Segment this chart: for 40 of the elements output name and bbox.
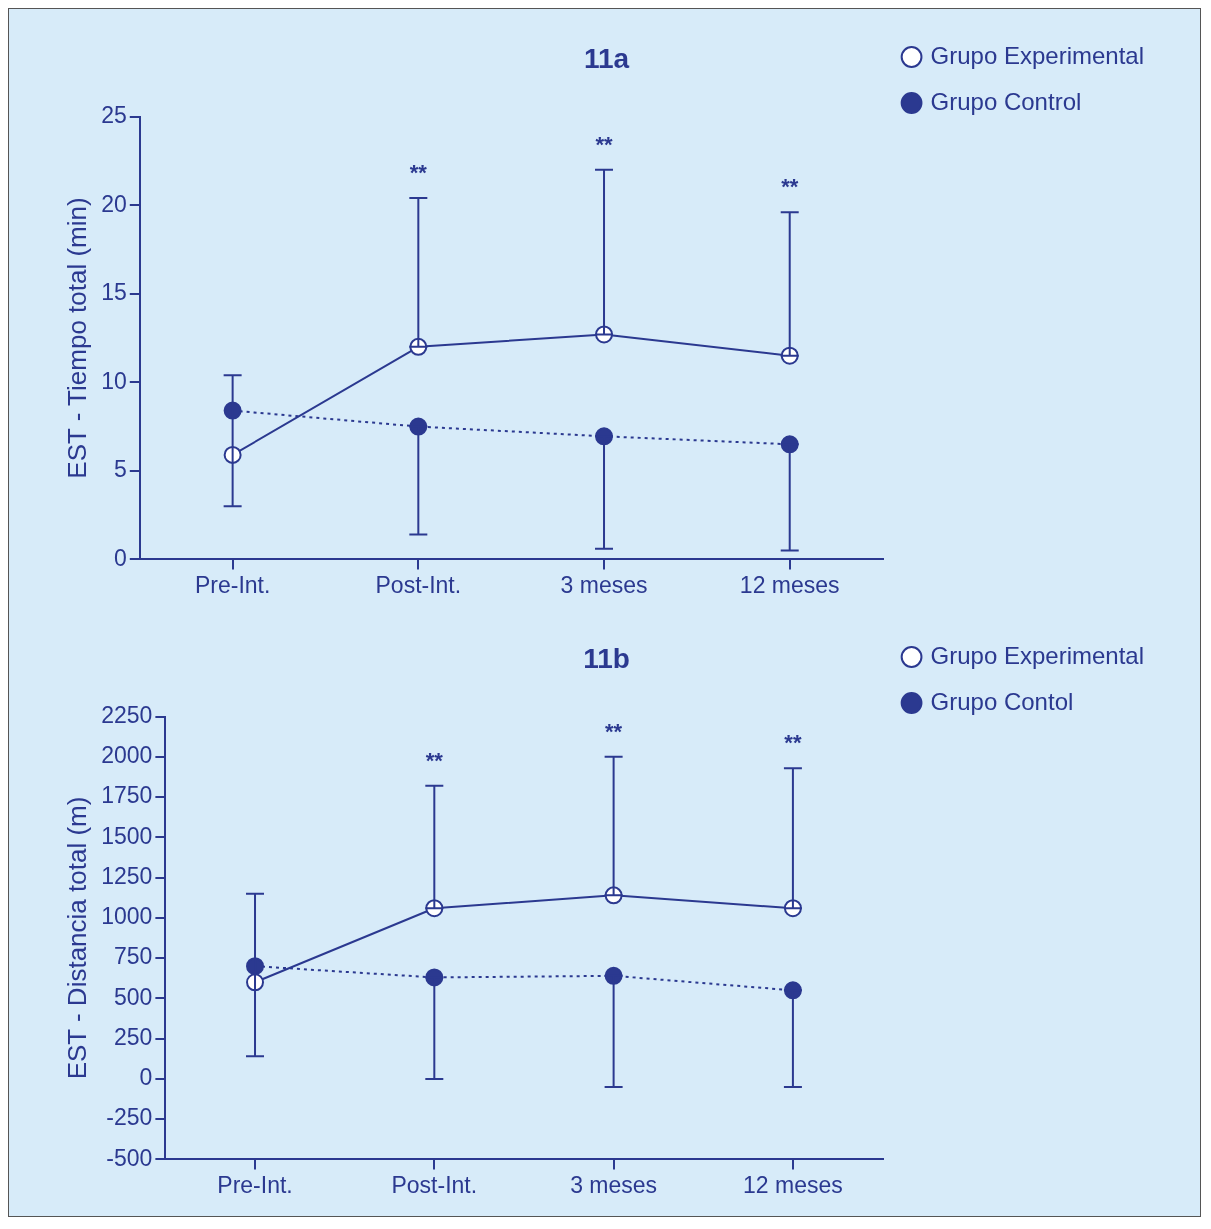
y-tick-label: 0 — [113, 544, 127, 571]
y-axis-title: EST - Tiempo total (min) — [61, 197, 92, 479]
annotation: ** — [595, 131, 614, 157]
legend-label: Grupo Control — [930, 87, 1082, 115]
y-tick-label: -250 — [106, 1104, 153, 1131]
y-tick-label: 1000 — [101, 903, 153, 930]
y-tick-label: 25 — [101, 101, 127, 128]
y-tick-label: -500 — [106, 1144, 153, 1171]
y-tick-label: 1250 — [101, 862, 153, 889]
legend-label: Grupo Contol — [930, 687, 1074, 715]
annotation: ** — [409, 160, 428, 186]
annotation: ** — [605, 718, 623, 744]
x-tick-label: 12 meses — [743, 1171, 843, 1198]
x-tick-label: Pre-Int. — [217, 1171, 293, 1198]
y-tick-label: 500 — [113, 983, 153, 1010]
chart-title: 11b — [583, 642, 630, 674]
annotation: ** — [781, 174, 799, 200]
x-tick-label: 3 meses — [560, 571, 648, 598]
y-tick-label: 750 — [113, 943, 153, 970]
y-tick-label: 250 — [113, 1023, 153, 1050]
x-tick-label: Post-Int. — [375, 571, 462, 598]
chart-title: 11a — [583, 42, 630, 74]
x-tick-label: 12 meses — [739, 571, 840, 598]
legend-label: Grupo Experimental — [930, 641, 1144, 669]
x-tick-label: Pre-Int. — [194, 571, 271, 598]
y-tick-label: 1500 — [101, 822, 153, 849]
x-tick-label: 3 meses — [570, 1171, 658, 1198]
y-tick-label: 20 — [101, 190, 127, 217]
y-tick-label: 5 — [113, 456, 127, 483]
y-tick-label: 1750 — [101, 782, 153, 809]
x-tick-label: Post-Int. — [391, 1171, 478, 1198]
y-tick-label: 2000 — [101, 742, 153, 769]
y-tick-label: 15 — [101, 279, 127, 306]
y-axis-title: EST - Distancia total (m) — [61, 796, 92, 1080]
y-tick-label: 2250 — [101, 701, 153, 728]
y-tick-label: 0 — [139, 1064, 153, 1091]
y-tick-label: 10 — [101, 367, 127, 394]
annotation: ** — [784, 730, 802, 756]
annotation: ** — [425, 747, 444, 773]
legend-label: Grupo Experimental — [930, 41, 1144, 69]
